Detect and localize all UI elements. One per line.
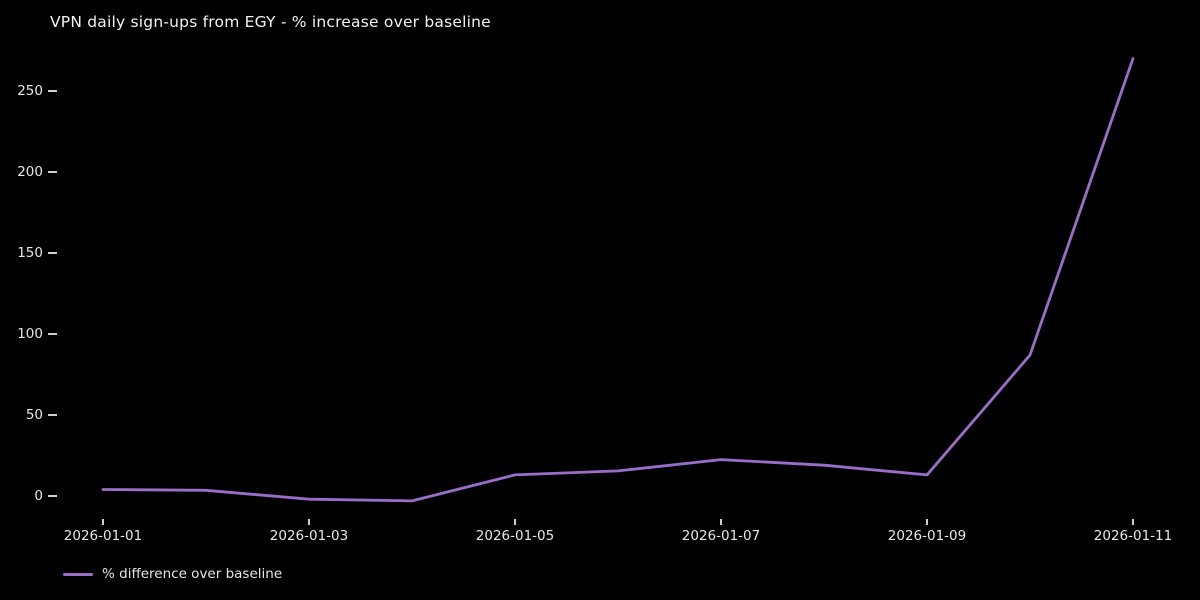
x-tick-mark-2026-01-11 — [1132, 519, 1134, 525]
y-tick-label-150: 150 — [17, 244, 43, 261]
x-tick-label-2026-01-03: 2026-01-03 — [269, 528, 349, 544]
y-tick-mark-200 — [48, 171, 57, 173]
x-tick-mark-2026-01-01 — [102, 519, 104, 525]
y-tick-mark-150 — [48, 252, 57, 254]
y-tick-mark-50 — [48, 414, 57, 416]
x-tick-mark-2026-01-05 — [514, 519, 516, 525]
x-tick-label-2026-01-05: 2026-01-05 — [475, 528, 555, 544]
y-tick-mark-250 — [48, 90, 57, 92]
y-tick-label-250: 250 — [17, 82, 43, 99]
x-tick-mark-2026-01-09 — [926, 519, 928, 525]
chart-title: VPN daily sign-ups from EGY - % increase… — [50, 13, 491, 31]
y-tick-label-200: 200 — [17, 163, 43, 180]
legend-label: % difference over baseline — [102, 566, 283, 582]
y-tick-label-100: 100 — [17, 325, 43, 342]
x-tick-label-2026-01-09: 2026-01-09 — [887, 528, 967, 544]
y-tick-label-50: 50 — [25, 406, 43, 423]
y-tick-label-0: 0 — [34, 487, 43, 504]
y-tick-mark-100 — [48, 333, 57, 335]
series-line-percent-difference — [101, 57, 1135, 503]
x-tick-label-2026-01-07: 2026-01-07 — [681, 528, 761, 544]
legend: % difference over baseline — [63, 565, 282, 583]
x-tick-label-2026-01-01: 2026-01-01 — [63, 528, 143, 544]
y-tick-mark-0 — [48, 495, 57, 497]
legend-line-swatch — [63, 572, 93, 576]
x-tick-label-2026-01-11: 2026-01-11 — [1093, 528, 1173, 544]
x-tick-mark-2026-01-07 — [720, 519, 722, 525]
x-tick-mark-2026-01-03 — [308, 519, 310, 525]
